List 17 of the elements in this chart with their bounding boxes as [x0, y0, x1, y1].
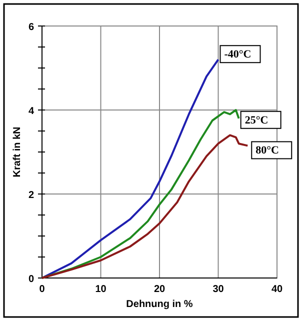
series-label: 80°C — [256, 144, 280, 157]
series-label: -40°C — [224, 48, 252, 61]
y-tick-label: 4 — [28, 106, 34, 117]
x-tick-label: 30 — [212, 284, 224, 295]
x-tick-label: 0 — [39, 284, 46, 295]
x-axis-title: Dehnung in % — [126, 299, 193, 310]
y-tick-label: 0 — [28, 274, 34, 285]
y-tick-label: 6 — [28, 22, 34, 33]
line-series — [41, 134, 249, 279]
y-tick-label: 2 — [28, 190, 34, 201]
x-tick-label: 40 — [271, 284, 283, 295]
x-tick-label: 10 — [95, 284, 107, 295]
x-tick-label: 20 — [154, 284, 166, 295]
line-series — [41, 58, 220, 279]
line-series — [41, 109, 240, 279]
series-label: 25°C — [244, 114, 268, 126]
y-axis-title: Kraft in kN — [12, 126, 23, 178]
